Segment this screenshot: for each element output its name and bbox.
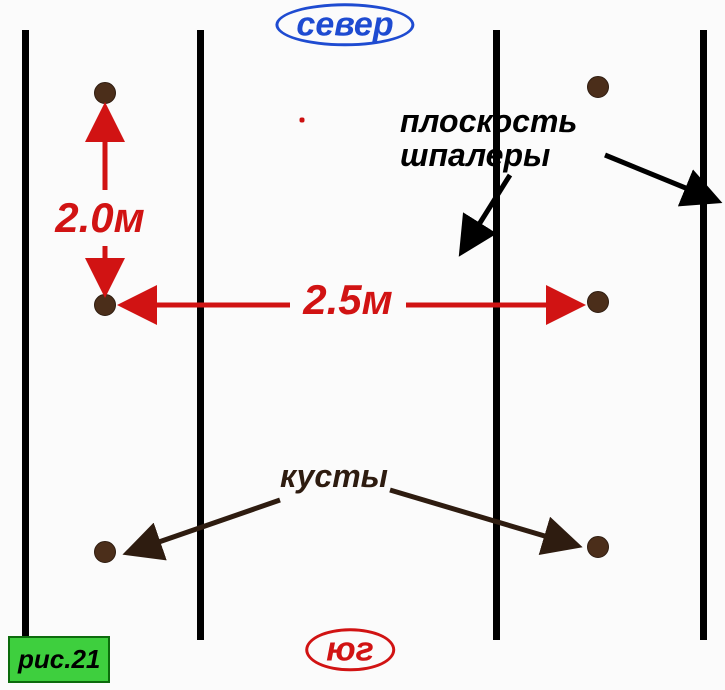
diagram-canvas: север юг 2.0м 2.5м плоскость шпалеры кус… [0, 0, 725, 690]
bush-dot [94, 541, 116, 563]
stray-mark [300, 118, 305, 123]
dim-label-vertical: 2.0м [55, 194, 144, 242]
anno-bushes-label: кусты [280, 460, 388, 494]
compass-north: север [275, 3, 414, 46]
bush-dot [94, 294, 116, 316]
trellis-line [700, 30, 707, 640]
arrows-overlay [0, 0, 725, 690]
anno-trellis-label: плоскость шпалеры [400, 105, 577, 172]
bush-dot [587, 76, 609, 98]
anno-arrow-bushes [130, 500, 280, 552]
bush-dot [587, 536, 609, 558]
figure-label: рис.21 [8, 636, 110, 683]
trellis-line [22, 30, 29, 640]
anno-arrow-trellis [463, 175, 510, 250]
trellis-line [197, 30, 204, 640]
bush-dot [587, 291, 609, 313]
compass-south: юг [305, 628, 395, 671]
bush-dot [94, 82, 116, 104]
dim-label-horizontal: 2.5м [303, 276, 392, 324]
anno-arrow-bushes [390, 490, 575, 545]
anno-arrow-trellis [605, 155, 715, 200]
